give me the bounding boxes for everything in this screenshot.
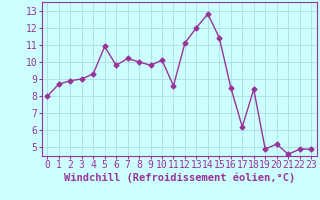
X-axis label: Windchill (Refroidissement éolien,°C): Windchill (Refroidissement éolien,°C) xyxy=(64,173,295,183)
